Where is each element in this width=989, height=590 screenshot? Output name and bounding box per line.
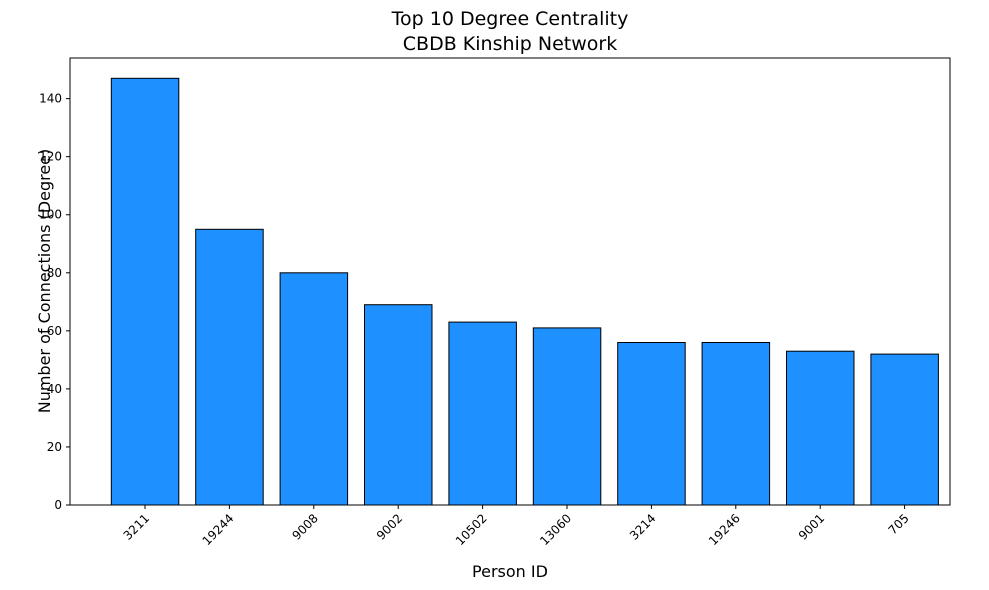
y-tick-label: 120 — [39, 150, 62, 164]
bar-13060 — [532, 327, 602, 506]
x-tick-label: 3211 — [121, 511, 152, 542]
x-tick-label: 705 — [886, 511, 912, 537]
bar-3214 — [617, 342, 686, 506]
bars-group — [110, 77, 939, 506]
y-tick-label: 60 — [47, 324, 62, 338]
bar-10502 — [448, 321, 517, 506]
y-tick-label: 80 — [47, 266, 62, 280]
bar-19246 — [701, 342, 771, 506]
chart-title-line2: CBDB Kinship Network — [402, 33, 618, 55]
y-tick-label: 140 — [39, 92, 62, 106]
bar-19244 — [195, 228, 264, 506]
y-tick-label: 0 — [54, 498, 62, 512]
bar-705 — [870, 353, 939, 506]
x-axis-label: Person ID — [472, 562, 548, 581]
x-tick-label: 19246 — [706, 511, 743, 548]
x-axis: 3211 19244 9008 9002 10502 13060 3214 19246 9001… — [121, 505, 912, 548]
x-tick-label: 19244 — [200, 511, 237, 548]
y-tick-label: 20 — [47, 440, 62, 454]
x-tick-label: 13060 — [537, 511, 574, 548]
x-tick-label: 3214 — [627, 511, 658, 542]
chart-title-line1: Top 10 Degree Centrality — [391, 8, 629, 30]
y-axis: 0 20 40 60 80 100 120 140 — [39, 92, 70, 512]
y-tick-label: 40 — [47, 382, 62, 396]
x-tick-label: 10502 — [453, 511, 490, 548]
y-axis-label: Number of Connections (Degree) — [35, 149, 54, 414]
x-tick-label: 9001 — [796, 511, 827, 542]
x-tick-label: 9002 — [374, 511, 405, 542]
plot-frame — [69, 57, 951, 506]
bar-9002 — [364, 304, 433, 506]
bar-3211 — [110, 77, 180, 506]
x-tick-label: 9008 — [289, 511, 320, 542]
bar-9008 — [279, 272, 349, 506]
bar-9001 — [786, 350, 855, 506]
y-tick-label: 100 — [39, 208, 62, 222]
